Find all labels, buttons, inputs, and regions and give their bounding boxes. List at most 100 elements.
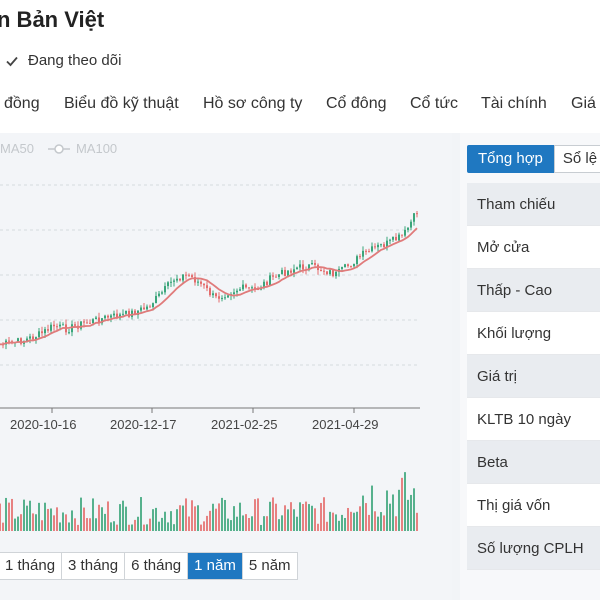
candle-body xyxy=(365,250,367,252)
volume-bar xyxy=(122,500,124,531)
volume-bar xyxy=(413,488,415,531)
candle-body xyxy=(44,329,46,334)
range-1-year[interactable]: 1 năm xyxy=(188,553,243,579)
volume-bar xyxy=(137,516,139,531)
candle-body xyxy=(158,293,160,296)
volume-bar xyxy=(401,477,403,531)
volume-bar xyxy=(359,506,361,531)
volume-bar xyxy=(266,516,268,531)
candle-body xyxy=(170,281,172,283)
candle-body xyxy=(206,285,208,289)
price-chart[interactable]: 2020-10-16 2020-12-17 2021-02-25 2021-04-29 xyxy=(0,133,452,543)
volume-bar xyxy=(65,514,67,531)
volume-bar xyxy=(221,497,223,531)
volume-bar xyxy=(77,524,79,531)
volume-bar xyxy=(281,515,283,531)
candle-body xyxy=(89,322,91,324)
candle-body xyxy=(392,236,394,240)
range-6-months[interactable]: 6 tháng xyxy=(125,553,189,579)
candle-body xyxy=(380,244,382,246)
volume-bar xyxy=(14,518,16,531)
candle-body xyxy=(311,263,313,265)
volume-bar xyxy=(371,485,373,531)
candle-body xyxy=(176,278,178,281)
candle-body xyxy=(410,221,412,228)
candle-body xyxy=(386,240,388,248)
tab-company-profile[interactable]: Hồ sơ công ty xyxy=(203,95,303,112)
volume-bar xyxy=(332,512,334,531)
candle-body xyxy=(395,236,397,241)
candle-body xyxy=(194,276,196,283)
volume-bar xyxy=(0,503,1,531)
stat-avg-volume-10d: KLTB 10 ngày xyxy=(467,398,600,441)
candle-body xyxy=(287,270,289,276)
volume-bar xyxy=(341,514,343,531)
volume-bar xyxy=(410,494,412,531)
range-1-month[interactable]: 1 tháng xyxy=(0,553,63,579)
legend-ma50[interactable]: MA50 xyxy=(0,141,34,156)
candle-body xyxy=(173,280,175,282)
candle-body xyxy=(275,276,277,278)
candle-body xyxy=(200,281,202,284)
candle-body xyxy=(68,332,70,334)
candle-body xyxy=(329,270,331,275)
volume-bar xyxy=(368,514,370,531)
candle-body xyxy=(377,244,379,248)
volume-bar xyxy=(50,508,52,531)
candle-body xyxy=(332,270,334,277)
candle-body xyxy=(314,263,316,265)
volume-bar xyxy=(59,522,61,531)
volume-bar xyxy=(269,501,271,531)
tab-dividends[interactable]: Cổ tức xyxy=(410,95,459,112)
volume-bar xyxy=(200,524,202,531)
candle-body xyxy=(98,317,100,324)
candle-body xyxy=(137,310,139,315)
volume-bar xyxy=(89,518,91,531)
volume-bar xyxy=(197,505,199,531)
candle-body xyxy=(80,321,82,329)
stats-list: Tham chiếu Mở cửa Thấp - Cao Khối lượng … xyxy=(467,183,600,570)
stat-market-cap: Thị giá vốn xyxy=(467,484,600,527)
candle-body xyxy=(254,287,256,290)
tab-price-history[interactable]: đồng xyxy=(4,95,40,112)
tab-shareholders[interactable]: Cổ đông xyxy=(326,95,387,112)
candle-body xyxy=(86,322,88,324)
volume-bar xyxy=(326,521,328,531)
x-tick-label: 2020-10-16 xyxy=(10,417,77,432)
volume-bar xyxy=(194,506,196,531)
range-3-months[interactable]: 3 tháng xyxy=(62,553,126,579)
line-marker-icon xyxy=(47,143,70,154)
candle-body xyxy=(29,336,31,339)
check-icon xyxy=(6,56,18,66)
candle-body xyxy=(92,319,94,324)
volume-bar xyxy=(272,497,274,531)
candle-body xyxy=(302,264,304,270)
x-tick-label: 2021-02-25 xyxy=(211,417,278,432)
candle-body xyxy=(326,271,328,275)
volume-bar xyxy=(248,518,250,531)
candle-body xyxy=(191,275,193,277)
candle-body xyxy=(128,310,130,317)
volume-bar xyxy=(302,503,304,531)
legend-ma100[interactable]: MA100 xyxy=(75,141,118,156)
range-5-years[interactable]: 5 năm xyxy=(248,557,291,574)
volume-bar xyxy=(173,524,175,531)
volume-bar xyxy=(215,508,217,531)
candle-body xyxy=(209,288,211,296)
candle-body xyxy=(20,338,22,344)
volume-bar xyxy=(392,494,394,531)
volume-bar xyxy=(38,502,40,531)
tab-price[interactable]: Giá xyxy=(571,95,596,112)
tab-order-book[interactable]: Sổ lệ xyxy=(553,145,600,173)
volume-bar xyxy=(251,516,253,531)
volume-bar xyxy=(176,509,178,531)
tab-technical-chart[interactable]: Biểu đồ kỹ thuật xyxy=(64,95,179,112)
candle-body xyxy=(164,286,166,293)
volume-bar xyxy=(416,512,418,531)
volume-bar xyxy=(8,502,10,531)
volume-bars xyxy=(0,472,418,531)
tab-summary[interactable]: Tổng hợp xyxy=(467,145,554,173)
tab-financials[interactable]: Tài chính xyxy=(481,95,547,112)
follow-toggle[interactable]: Đang theo dõi xyxy=(4,52,121,69)
candle-body xyxy=(401,234,403,236)
